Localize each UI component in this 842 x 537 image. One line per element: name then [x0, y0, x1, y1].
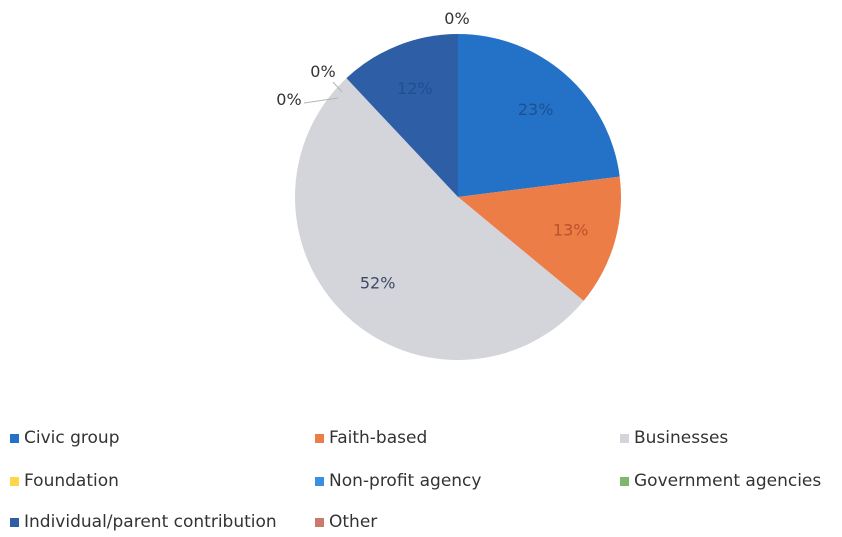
leader-line-non-profit-agency [332, 81, 343, 93]
data-label-foundation: 0% [444, 9, 469, 28]
legend-label-government-agencies: Government agencies [634, 471, 822, 491]
leader-lines [303, 81, 343, 104]
legend-item-civic-group: Civic group [10, 428, 120, 448]
data-label-other: 0% [276, 90, 301, 109]
pie-slice-businesses [295, 78, 584, 360]
legend-item-foundation: Foundation [10, 471, 119, 491]
data-labels: 23% 13% 52% 12% 0% 0% 0% [276, 9, 588, 293]
data-label-non-profit-agency: 0% [310, 62, 335, 81]
pie-slice-civic-group [458, 34, 620, 197]
legend-label-faith-based: Faith-based [329, 428, 428, 448]
pie-chart: 23% 13% 52% 12% 0% 0% 0% [276, 9, 622, 360]
legend-item-faith-based: Faith-based [315, 428, 427, 448]
data-label-individual-parent-contribution: 12% [397, 79, 433, 98]
legend-swatch-civic-group [10, 433, 19, 443]
legend-swatch-government-agencies [620, 476, 629, 486]
legend-label-individual-parent-contribution: Individual/parent contribution [24, 512, 277, 532]
pie-slice-individual-parent-contribution [346, 34, 458, 197]
legend-swatch-individual-parent-contribution [10, 517, 19, 527]
legend-item-non-profit-agency: Non-profit agency [315, 471, 481, 491]
legend-label-civic-group: Civic group [24, 428, 120, 448]
pie-slice-faith-based [458, 176, 622, 301]
legend-item-individual-parent-contribution: Individual/parent contribution [10, 512, 277, 532]
legend-swatch-faith-based [315, 433, 324, 443]
data-label-civic-group: 23% [518, 100, 554, 119]
pie-chart-svg: 23% 13% 52% 12% 0% 0% 0% [276, 9, 622, 360]
legend-item-businesses: Businesses [620, 428, 728, 448]
legend-item-other: Other [315, 512, 377, 532]
legend-swatch-foundation [10, 476, 19, 486]
pie-slices [295, 34, 622, 360]
data-label-faith-based: 13% [553, 221, 589, 240]
legend-swatch-businesses [620, 433, 629, 443]
legend-label-non-profit-agency: Non-profit agency [329, 471, 482, 491]
legend-swatch-other [315, 517, 324, 527]
legend-label-other: Other [329, 512, 378, 532]
legend-label-foundation: Foundation [24, 471, 119, 491]
legend-label-businesses: Businesses [634, 428, 729, 448]
legend-swatch-non-profit-agency [315, 476, 324, 486]
legend-item-government-agencies: Government agencies [620, 471, 821, 491]
data-label-businesses: 52% [360, 274, 396, 293]
leader-line-other [303, 97, 339, 104]
